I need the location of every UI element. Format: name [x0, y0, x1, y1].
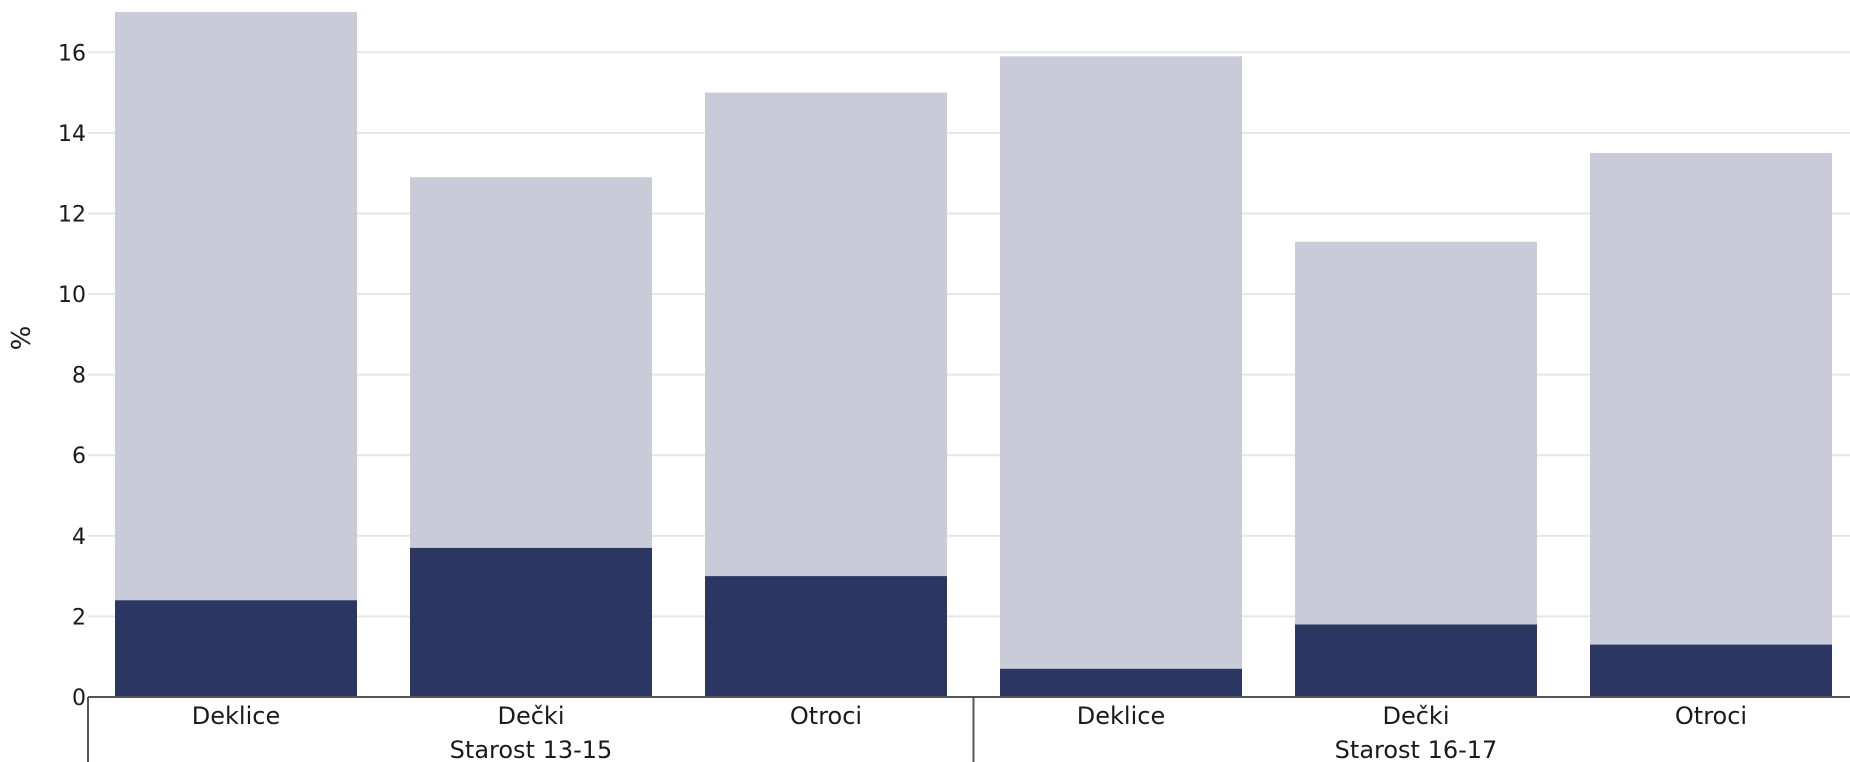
x-group-label: Starost 13-15	[450, 736, 613, 762]
bar-series-2	[410, 547, 652, 697]
x-category-label: Dečki	[1382, 702, 1449, 730]
y-tick-label: 10	[58, 283, 86, 308]
bar-series-2	[115, 600, 357, 697]
x-category-label: Otroci	[790, 702, 862, 730]
bar-series-2	[1295, 624, 1537, 697]
x-category-label: Dečki	[497, 702, 564, 730]
y-tick-label: 4	[72, 525, 86, 550]
y-tick-label: 16	[58, 41, 86, 66]
bar-series-1	[115, 12, 357, 697]
y-tick-label: 8	[72, 364, 86, 389]
x-category-label: Deklice	[1077, 702, 1165, 730]
x-group-label: Starost 16-17	[1335, 736, 1498, 762]
gridlines	[88, 51, 1850, 618]
y-axis-label: %	[7, 326, 37, 351]
bar-series-1	[1000, 56, 1242, 697]
x-category-label: Otroci	[1675, 702, 1747, 730]
x-axis: Deklice Dečki Otroci Starost 13-15 Deklice De…	[87, 696, 1850, 762]
y-tick-label: 2	[72, 605, 86, 630]
bars	[115, 12, 1832, 698]
bar-series-2	[705, 576, 947, 697]
bar-series-1	[1295, 241, 1537, 698]
y-tick-label: 0	[72, 686, 86, 711]
x-category-label: Deklice	[192, 702, 280, 730]
bar-series-2	[1590, 644, 1832, 697]
bar-series-2	[1000, 668, 1242, 697]
bar-series-1	[1590, 153, 1832, 697]
y-tick-label: 14	[58, 122, 86, 147]
y-axis-ticks: 0 2 4 6 8 10 12 14 16	[58, 41, 86, 711]
y-tick-label: 12	[58, 202, 86, 227]
y-tick-label: 6	[72, 444, 86, 469]
